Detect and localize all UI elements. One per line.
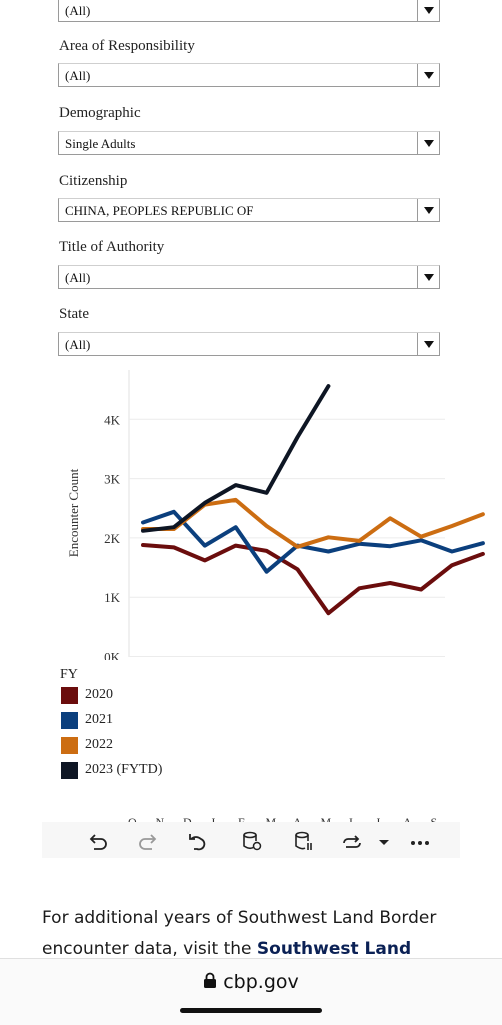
chevron-down-icon[interactable] bbox=[417, 132, 439, 154]
x-tick-label: J bbox=[375, 815, 381, 822]
share-icon[interactable] bbox=[340, 830, 364, 852]
filter-value: CHINA, PEOPLES REPUBLIC OF bbox=[65, 203, 254, 218]
dropdown-caret-icon[interactable] bbox=[372, 830, 396, 852]
y-tick-label: 4K bbox=[104, 412, 121, 427]
x-tick-label: A bbox=[403, 815, 412, 822]
viz-toolbar bbox=[42, 822, 460, 858]
legend-swatch bbox=[61, 687, 78, 704]
filter-value: (All) bbox=[65, 68, 91, 83]
x-tick-label: J bbox=[348, 815, 353, 822]
x-tick-label: M bbox=[265, 815, 277, 822]
filter-citizenship-select[interactable]: CHINA, PEOPLES REPUBLIC OF bbox=[58, 198, 440, 222]
x-tick-label: O bbox=[128, 815, 137, 822]
url-display[interactable]: cbp.gov bbox=[0, 971, 502, 993]
filter-label-citizenship: Citizenship bbox=[59, 173, 128, 189]
redo-icon[interactable] bbox=[136, 830, 160, 852]
series-line-2023-fytd-[interactable] bbox=[141, 384, 331, 533]
filter-value: (All) bbox=[65, 337, 91, 352]
home-indicator bbox=[180, 1008, 322, 1013]
filter-placeholder-select[interactable]: (All) bbox=[58, 0, 440, 22]
legend-label: 2022 bbox=[85, 737, 113, 752]
chevron-down-icon[interactable] bbox=[417, 266, 439, 288]
filter-label-title-of-authority: Title of Authority bbox=[59, 239, 165, 255]
y-tick-label: 2K bbox=[104, 531, 121, 546]
encounter-line-chart[interactable]: 0K 1K 2K 3K 4K Encounter Count bbox=[0, 360, 502, 660]
x-tick-label: A bbox=[293, 815, 302, 822]
browser-url-bar[interactable]: cbp.gov bbox=[0, 958, 502, 1025]
filter-value: (All) bbox=[65, 3, 91, 18]
filter-label-area-of-responsibility: Area of Responsibility bbox=[59, 38, 195, 54]
chevron-down-icon[interactable] bbox=[417, 0, 439, 21]
y-tick-label: 0K bbox=[104, 650, 121, 661]
y-axis-label: Encounter Count bbox=[66, 468, 81, 557]
url-text: cbp.gov bbox=[223, 971, 299, 993]
filter-label-demographic: Demographic bbox=[59, 105, 141, 121]
filter-value: Single Adults bbox=[65, 136, 136, 151]
lock-icon bbox=[204, 972, 217, 988]
y-tick-label: 3K bbox=[104, 472, 121, 487]
southwest-land-link[interactable]: Southwest Land bbox=[256, 939, 412, 959]
legend-label: 2023 (FYTD) bbox=[85, 762, 163, 777]
y-tick-label: 1K bbox=[104, 590, 121, 605]
refresh-data-icon[interactable] bbox=[240, 830, 264, 852]
pause-data-icon[interactable] bbox=[292, 830, 316, 852]
filter-state-select[interactable]: (All) bbox=[58, 332, 440, 356]
x-tick-label: S bbox=[430, 815, 438, 822]
filter-label-state: State bbox=[59, 306, 89, 322]
x-tick-label: F bbox=[238, 815, 245, 822]
x-tick-label: D bbox=[183, 815, 192, 822]
additional-years-text: For additional years of Southwest Land B… bbox=[42, 903, 482, 965]
bottom-text: For additional years of Southwest Land B… bbox=[42, 908, 437, 959]
filter-demographic-select[interactable]: Single Adults bbox=[58, 131, 440, 155]
legend-label: 2020 bbox=[85, 687, 113, 702]
chevron-down-icon[interactable] bbox=[417, 199, 439, 221]
legend-title: FY bbox=[60, 667, 78, 682]
revert-icon[interactable] bbox=[186, 830, 210, 852]
legend-swatch bbox=[61, 762, 78, 779]
chevron-down-icon[interactable] bbox=[417, 64, 439, 86]
series-line-2021[interactable] bbox=[141, 509, 485, 574]
chevron-down-icon[interactable] bbox=[417, 333, 439, 355]
legend-swatch bbox=[61, 737, 78, 754]
x-tick-label: N bbox=[155, 815, 165, 822]
legend-label: 2021 bbox=[85, 712, 113, 727]
legend-swatch bbox=[61, 712, 78, 729]
filter-value: (All) bbox=[65, 270, 91, 285]
filter-title-of-authority-select[interactable]: (All) bbox=[58, 265, 440, 289]
series-line-2022[interactable] bbox=[141, 497, 485, 549]
more-icon[interactable] bbox=[408, 830, 432, 852]
x-tick-label: J bbox=[210, 815, 216, 822]
undo-icon[interactable] bbox=[86, 830, 110, 852]
series-line-2020[interactable] bbox=[141, 543, 485, 616]
filter-area-of-responsibility-select[interactable]: (All) bbox=[58, 63, 440, 87]
x-tick-label: M bbox=[320, 815, 332, 822]
